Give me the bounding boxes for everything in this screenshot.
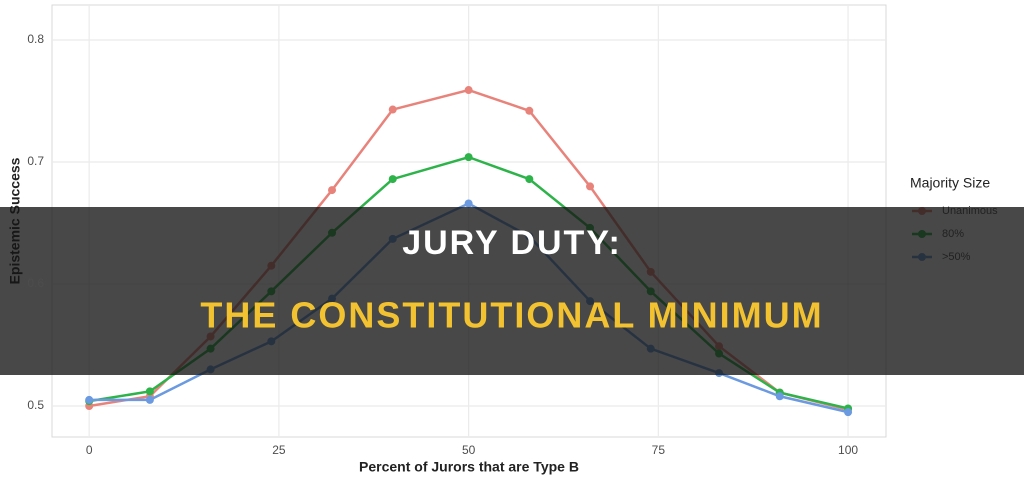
data-point [328,186,337,195]
x-tick-label: 25 [272,443,286,457]
x-tick-label: 75 [652,443,666,457]
y-tick-label: 0.7 [27,154,44,168]
data-point [525,106,534,115]
data-point [844,408,853,417]
y-tick-label: 0.8 [27,32,44,46]
y-tick-label: 0.5 [27,398,44,412]
data-point [85,395,94,404]
x-tick-label: 50 [462,443,476,457]
data-point [586,182,595,191]
x-tick-label: 0 [86,443,93,457]
data-point [464,86,473,95]
banner-title: JURY DUTY: [402,224,622,262]
y-tick-label: 0.6 [27,276,44,290]
legend-title: Majority Size [910,175,990,191]
data-point [388,175,397,184]
data-point [775,392,784,401]
x-tick-label: 100 [838,443,858,457]
data-point [388,105,397,114]
data-point [525,175,534,184]
banner-background [0,207,1024,375]
data-point [464,153,473,162]
x-axis-title: Percent of Jurors that are Type B [359,459,579,475]
banner-subtitle: THE CONSTITUTIONAL MINIMUM [200,295,823,336]
data-point [145,395,154,404]
data-point [145,387,154,396]
data-point [464,199,473,208]
